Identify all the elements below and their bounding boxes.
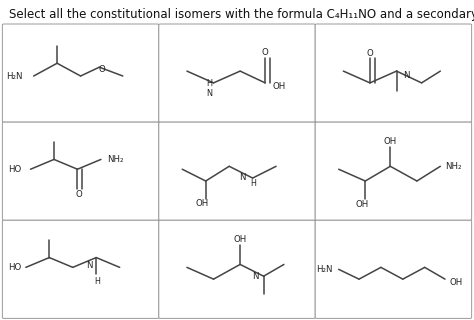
Text: H: H [94,276,100,286]
Text: OH: OH [234,236,247,244]
Text: OH: OH [450,277,463,287]
Text: N: N [403,70,410,80]
Text: N: N [86,261,92,270]
Text: O: O [76,190,82,199]
Text: H: H [250,180,256,188]
Text: O: O [98,65,105,74]
Text: H₂N: H₂N [316,265,332,274]
Text: OH: OH [383,137,397,146]
Text: NH₂: NH₂ [107,155,124,164]
Text: H₂N: H₂N [6,71,23,81]
Text: O: O [366,49,374,58]
Text: OH: OH [196,199,209,208]
Text: OH: OH [273,82,286,91]
Text: HO: HO [8,263,21,272]
Text: HO: HO [8,165,21,174]
Text: N: N [252,272,259,281]
Text: Select all the constitutional isomers with the formula C₄H₁₁NO and a secondary a: Select all the constitutional isomers wi… [9,8,474,21]
Text: N: N [239,172,246,181]
Text: OH: OH [356,200,369,209]
Text: O: O [262,48,269,57]
Text: H
N: H N [206,79,212,99]
Text: NH₂: NH₂ [445,162,462,171]
